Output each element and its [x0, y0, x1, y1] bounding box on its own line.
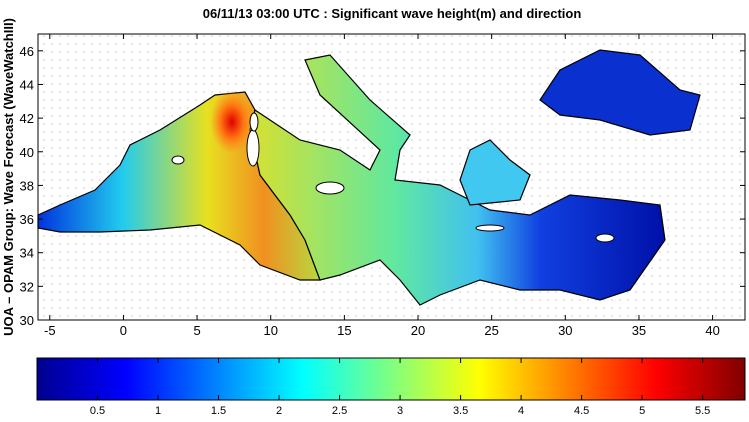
wave-maximum	[210, 90, 254, 154]
y-tick-label: 32	[20, 279, 34, 294]
colorbar-tick-label: 5	[639, 405, 645, 417]
y-tick-label: 46	[20, 44, 34, 59]
x-tick-label: 20	[411, 323, 425, 338]
colorbar-tick-label: 4	[518, 405, 524, 417]
title: 06/11/13 03:00 UTC : Significant wave he…	[203, 6, 582, 21]
y-tick-label: 44	[20, 77, 34, 92]
x-tick-label: 0	[120, 323, 127, 338]
colorbar-tick-label: 4.5	[574, 405, 589, 417]
x-tick-label: 35	[632, 323, 646, 338]
colorbar-tick-label: 2	[276, 405, 282, 417]
colorbar-tick-label: 5.5	[695, 405, 710, 417]
islands	[171, 112, 615, 243]
y-tick-label: 36	[20, 212, 34, 227]
colorbar-tick-label: 1	[155, 405, 161, 417]
colorbar-tick-label: 3	[397, 405, 403, 417]
x-tick-label: 25	[484, 323, 498, 338]
colorbar-tick-label: 2.5	[332, 405, 347, 417]
plot-frame	[37, 33, 746, 321]
colorbar-tick-label: 3.5	[453, 405, 468, 417]
y-axis-label: UOA – OPAM Group: Wave Forecast (WaveWat…	[1, 18, 16, 336]
x-tick-label: 10	[263, 323, 277, 338]
x-tick-label: 15	[337, 323, 351, 338]
colorbar	[36, 357, 746, 401]
x-tick-label: -5	[44, 323, 56, 338]
colorbar-tick-label: 1.5	[211, 405, 226, 417]
y-tick-label: 34	[20, 246, 34, 261]
x-tick-label: 5	[193, 323, 200, 338]
y-tick-label: 30	[20, 313, 34, 328]
y-tick-label: 42	[20, 111, 34, 126]
y-tick-label: 38	[20, 178, 34, 193]
x-tick-label: 30	[558, 323, 572, 338]
x-tick-label: 40	[705, 323, 719, 338]
y-tick-label: 40	[20, 145, 34, 160]
colorbar-tick-label: 0.5	[90, 405, 105, 417]
